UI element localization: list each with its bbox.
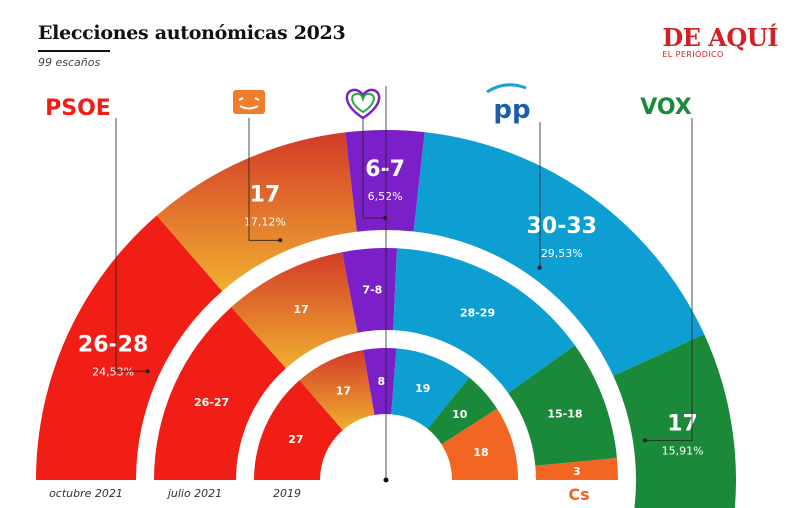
seat-label-psoe-ring0: 26-28 [78,332,148,357]
segment-unidas-podemos-ring1 [342,248,398,333]
center-dot [383,477,389,483]
segment-pp-ring2 [391,348,470,429]
pct-label-unidas-podemos: 6,52% [368,190,403,203]
seat-label-vox-ring1: 15-18 [547,407,582,420]
leader-comprom-s [248,118,281,241]
seat-label-psoe-ring2: 27 [288,433,303,446]
segment-comprom-s-ring2 [299,350,375,431]
segment-cs-ring1 [535,457,618,480]
seat-label-unidas-podemos-ring2: 8 [377,375,385,388]
brand-logo: DE AQUÍ EL PERIÓDICO [662,23,778,60]
chart-title: Elecciones autonómicas 2023 [38,22,346,44]
segment-vox-ring0 [613,334,736,508]
seat-label-comprom-s-ring0: 17 [250,183,281,208]
segment-vox-ring1 [508,345,617,466]
segment-cs-ring2 [441,408,518,480]
seat-label-cs-ring1: 3 [573,465,581,478]
pct-label-comprom-s: 17,12% [244,216,286,229]
ring-names: octubre 2021 julio 2021 2019 [49,487,301,500]
segment-pp-ring0 [413,132,705,376]
ring-name-2: 2019 [273,487,301,500]
ring-name-1: julio 2021 [166,487,222,500]
segment-psoe-ring1 [154,307,286,480]
pp-logo: pp [486,83,531,125]
seat-label-vox-ring2: 10 [452,408,468,421]
chart-labels: 26-28 24,53% 17 17,12% 6-7 6,52% 30-33 29,53% 17… [78,157,704,478]
pp-logo-text: pp [493,95,530,125]
heart-logo-icon [345,88,381,120]
seat-label-unidas-podemos-ring0: 6-7 [365,157,405,182]
party-logos: PSOE pp VOX Cs [45,83,692,504]
leader-psoe [115,118,148,372]
seat-label-pp-ring1: 28-29 [460,306,495,319]
brand-subtitle: EL PERIÓDICO [662,50,724,59]
leader-lines [115,86,693,483]
seat-label-comprom-s-ring1: 17 [294,303,309,316]
chart-rings [36,130,736,508]
seat-label-psoe-ring1: 26-27 [194,396,229,409]
cs-logo: Cs [568,485,589,504]
ring-name-0: octubre 2021 [49,487,123,500]
leader-dot-vox [642,438,647,443]
leader-dot-unidas-podemos [383,216,388,221]
segment-comprom-s-ring0 [156,132,357,292]
pct-label-pp: 29,53% [541,247,583,260]
seat-label-vox-ring0: 17 [667,412,698,437]
chart-subtitle: 99 escaños [38,56,101,69]
pct-label-psoe: 24,53% [92,365,134,378]
psoe-logo: PSOE [45,96,111,121]
segment-pp-ring1 [393,248,575,393]
pct-label-vox: 15,91% [662,445,704,458]
brand-name: DE AQUÍ [662,23,778,52]
smile-logo-icon [233,90,265,114]
leader-vox [644,118,693,441]
title-underline [38,50,110,52]
seat-label-pp-ring2: 19 [415,382,430,395]
segment-comprom-s-ring1 [231,252,358,369]
leader-dot-psoe [145,369,150,374]
seat-label-unidas-podemos-ring1: 7-8 [362,283,382,296]
segment-psoe-ring2 [254,380,343,480]
leader-unidas-podemos [362,118,386,219]
seat-label-pp-ring0: 30-33 [527,214,597,239]
segment-vox-ring2 [427,377,498,445]
segment-psoe-ring0 [36,215,223,480]
seat-label-comprom-s-ring2: 17 [336,385,351,398]
segment-unidas-podemos-ring2 [363,348,397,416]
leader-dot-comprom-s [278,238,283,243]
seat-label-cs-ring2: 18 [473,446,488,459]
vox-logo: VOX [640,95,692,120]
segment-unidas-podemos-ring0 [345,130,425,232]
leader-dot-pp [537,265,542,270]
